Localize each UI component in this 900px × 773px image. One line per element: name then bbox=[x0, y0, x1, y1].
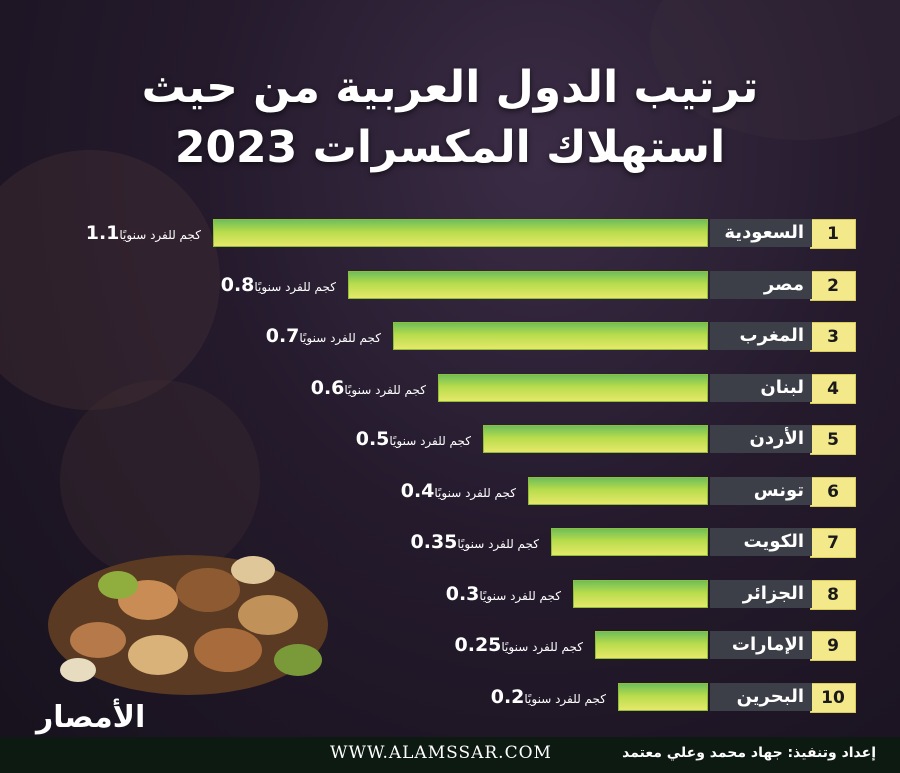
rank-badge: 2 bbox=[810, 271, 856, 301]
website-url[interactable]: WWW.ALAMSSAR.COM bbox=[330, 743, 552, 763]
rank-badge: 5 bbox=[810, 425, 856, 455]
alamssar-logo: الأمصار bbox=[36, 700, 146, 735]
value-number: 0.25 bbox=[454, 634, 502, 656]
value-number: 0.5 bbox=[355, 428, 390, 450]
value-label: كجم للفرد سنويًا0.6 bbox=[212, 374, 432, 402]
rank-badge: 6 bbox=[810, 477, 856, 507]
background-decoration bbox=[60, 380, 260, 580]
country-label: الأردن bbox=[710, 425, 812, 453]
rank-badge: 9 bbox=[810, 631, 856, 661]
unit-label: كجم للفرد سنويًا bbox=[344, 383, 426, 397]
value-number: 0.6 bbox=[310, 377, 345, 399]
value-number: 1.1 bbox=[85, 222, 120, 244]
unit-label: كجم للفرد سنويًا bbox=[524, 692, 606, 706]
country-label: الكويت bbox=[710, 528, 812, 556]
unit-label: كجم للفرد سنويًا bbox=[119, 228, 201, 242]
bar bbox=[573, 580, 708, 608]
value-label: كجم للفرد سنويًا0.5 bbox=[257, 425, 477, 453]
bar bbox=[348, 271, 708, 299]
unit-label: كجم للفرد سنويًا bbox=[457, 537, 539, 551]
value-label: كجم للفرد سنويًا0.35 bbox=[325, 528, 545, 556]
country-label: تونس bbox=[710, 477, 812, 505]
rank-badge: 10 bbox=[810, 683, 856, 713]
country-label: مصر bbox=[710, 271, 812, 299]
rank-badge: 7 bbox=[810, 528, 856, 558]
bar bbox=[618, 683, 708, 711]
title-line-1: ترتيب الدول العربية من حيث bbox=[141, 62, 759, 113]
unit-label: كجم للفرد سنويًا bbox=[299, 331, 381, 345]
page-title: ترتيب الدول العربية من حيث استهلاك المكس… bbox=[0, 58, 900, 178]
value-number: 0.35 bbox=[410, 531, 458, 553]
country-label: الإمارات bbox=[710, 631, 812, 659]
rank-badge: 8 bbox=[810, 580, 856, 610]
value-label: كجم للفرد سنويًا0.8 bbox=[122, 271, 342, 299]
value-label: كجم للفرد سنويًا0.25 bbox=[369, 631, 589, 659]
unit-label: كجم للفرد سنويًا bbox=[254, 280, 336, 294]
unit-label: كجم للفرد سنويًا bbox=[479, 589, 561, 603]
rank-badge: 1 bbox=[810, 219, 856, 249]
bar bbox=[393, 322, 708, 350]
bar bbox=[438, 374, 708, 402]
footer-bar: WWW.ALAMSSAR.COM إعداد وتنفيذ: جهاد محمد… bbox=[0, 737, 900, 773]
bar bbox=[528, 477, 708, 505]
bar bbox=[483, 425, 708, 453]
title-line-2: استهلاك المكسرات 2023 bbox=[174, 122, 726, 173]
background-decoration bbox=[0, 150, 220, 410]
bar bbox=[595, 631, 708, 659]
country-label: البحرين bbox=[710, 683, 812, 711]
bar bbox=[551, 528, 708, 556]
rank-badge: 3 bbox=[810, 322, 856, 352]
country-label: لبنان bbox=[710, 374, 812, 402]
country-label: السعودية bbox=[710, 219, 812, 247]
unit-label: كجم للفرد سنويًا bbox=[501, 640, 583, 654]
unit-label: كجم للفرد سنويًا bbox=[389, 434, 471, 448]
value-number: 0.4 bbox=[400, 480, 435, 502]
country-label: الجزائر bbox=[710, 580, 812, 608]
value-label: كجم للفرد سنويًا0.7 bbox=[167, 322, 387, 350]
value-number: 0.7 bbox=[265, 325, 300, 347]
value-label: كجم للفرد سنويًا0.3 bbox=[347, 580, 567, 608]
rank-badge: 4 bbox=[810, 374, 856, 404]
bar bbox=[213, 219, 708, 247]
value-label: كجم للفرد سنويًا1.1 bbox=[0, 219, 207, 247]
value-label: كجم للفرد سنويًا0.4 bbox=[302, 477, 522, 505]
mixed-nuts-illustration bbox=[48, 555, 328, 695]
value-number: 0.3 bbox=[445, 583, 480, 605]
value-label: كجم للفرد سنويًا0.2 bbox=[392, 683, 612, 711]
value-number: 0.8 bbox=[220, 274, 255, 296]
unit-label: كجم للفرد سنويًا bbox=[434, 486, 516, 500]
credit-text: إعداد وتنفيذ: جهاد محمد وعلي معتمد bbox=[622, 745, 876, 761]
country-label: المغرب bbox=[710, 322, 812, 350]
value-number: 0.2 bbox=[490, 686, 525, 708]
